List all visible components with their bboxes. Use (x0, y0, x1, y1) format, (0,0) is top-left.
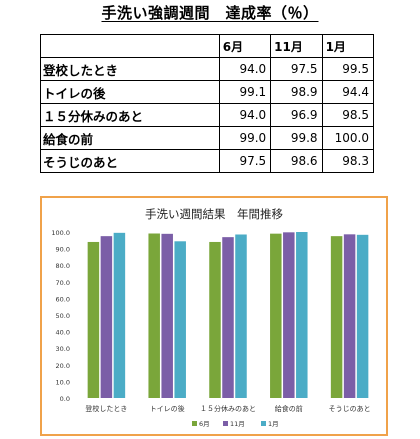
legend-swatch (192, 421, 197, 426)
y-tick-label: 80.0 (56, 262, 70, 270)
column-header: 1月 (321, 34, 375, 58)
legend-swatch (223, 421, 228, 426)
table-corner-cell (40, 34, 220, 58)
table-cell: 99.1 (218, 80, 272, 104)
row-label: 給食の前 (40, 126, 220, 150)
page-title: 手洗い強調週間 達成率（％） (101, 4, 319, 22)
table-cell: 100.0 (321, 126, 375, 150)
bar (87, 241, 100, 398)
table-cell: 99.0 (218, 126, 272, 150)
table-cell: 98.3 (321, 149, 375, 173)
bar (235, 234, 247, 398)
y-tick-label: 30.0 (56, 345, 70, 353)
table-cell: 99.5 (321, 57, 375, 81)
table-cell: 97.5 (218, 149, 272, 173)
legend-label: 11月 (230, 420, 245, 428)
y-tick-label: 20.0 (56, 362, 70, 370)
legend-swatch (261, 421, 266, 426)
x-tick-label: そうじのあと (329, 405, 371, 413)
bar (209, 241, 221, 398)
table-cell: 98.6 (270, 149, 323, 173)
y-tick-label: 90.0 (56, 246, 70, 254)
bar-chart: 手洗い週間結果 年間推移 0.0 10.0 20.0 30.0 40.0 50.0 60.0 7… (51, 207, 371, 428)
table-row: 登校したとき 94.0 97.5 99.5 (40, 57, 375, 81)
table-row: １５分休みのあと 94.0 96.9 98.5 (40, 103, 375, 127)
x-tick-label: 登校したとき (85, 404, 127, 413)
x-tick-label: 給食の前 (275, 404, 303, 413)
bar (100, 236, 113, 398)
table-cell: 96.9 (270, 103, 323, 127)
y-tick-label: 50.0 (56, 312, 70, 320)
table-row: そうじのあと 97.5 98.6 98.3 (40, 149, 375, 173)
y-tick-label: 10.0 (56, 378, 70, 386)
legend-label: 6月 (199, 420, 210, 428)
table-header-row: 6月 11月 1月 (40, 34, 375, 58)
y-tick-label: 70.0 (56, 279, 70, 287)
column-header: 6月 (218, 34, 272, 58)
legend-label: 1月 (268, 420, 279, 428)
table-cell: 98.9 (270, 80, 323, 104)
bar (148, 233, 160, 398)
bar (356, 234, 369, 398)
table-cell: 98.5 (321, 103, 375, 127)
y-tick-label: 0.0 (60, 395, 70, 403)
bar (343, 234, 356, 398)
table-cell: 94.0 (218, 57, 272, 81)
table-cell: 97.5 (270, 57, 323, 81)
bar (330, 236, 343, 398)
bar (174, 241, 186, 398)
table-cell: 94.4 (321, 80, 375, 104)
bar (296, 232, 308, 398)
table-cell: 99.8 (270, 126, 323, 150)
column-header: 11月 (270, 34, 323, 58)
row-label: １５分休みのあと (40, 103, 220, 127)
bar (222, 237, 234, 398)
y-tick-label: 100.0 (51, 229, 70, 237)
bar (283, 232, 295, 398)
chart-title: 手洗い週間結果 年間推移 (145, 207, 283, 221)
table-row: 給食の前 99.0 99.8 100.0 (40, 126, 375, 150)
chart-panel: 手洗い週間結果 年間推移 0.0 10.0 20.0 30.0 40.0 50.0 60.0 7… (40, 196, 388, 436)
bar (113, 232, 126, 398)
results-table: 6月 11月 1月 登校したとき 94.0 97.5 99.5 トイレの後 99… (40, 34, 375, 173)
row-label: トイレの後 (40, 80, 220, 104)
y-tick-label: 60.0 (56, 295, 70, 303)
row-label: そうじのあと (40, 149, 220, 173)
bar (270, 233, 282, 398)
x-tick-label: １５分休みのあと (200, 404, 256, 413)
y-tick-label: 40.0 (56, 329, 70, 337)
row-label: 登校したとき (40, 57, 220, 81)
bar (161, 233, 173, 398)
table-cell: 94.0 (218, 103, 272, 127)
table-row: トイレの後 99.1 98.9 94.4 (40, 80, 375, 104)
x-tick-label: トイレの後 (150, 404, 185, 413)
